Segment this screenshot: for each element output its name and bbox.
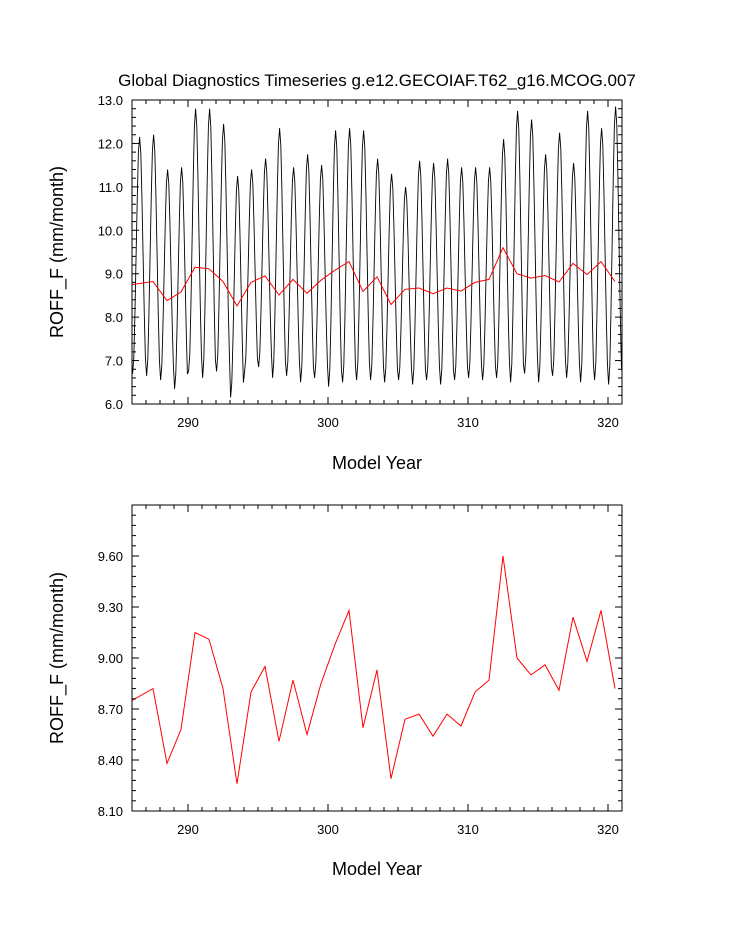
bottom-panel: 290 300 310 320 8.10 8.40 8.70 9.00 9.30 9.60 Mod… (47, 504, 623, 879)
top-series-0-line (132, 106, 622, 398)
top-y-tick-label: 13.0 (98, 93, 123, 108)
top-x-tick-label: 310 (457, 415, 479, 430)
bottom-panel-xlabel: Model Year (332, 859, 422, 879)
bottom-y-tick-label: 8.10 (98, 804, 123, 819)
top-panel-marks (132, 106, 622, 398)
top-y-tick-label: 10.0 (98, 223, 123, 238)
top-y-tick-label: 9.0 (105, 267, 123, 282)
top-y-tick-label: 6.0 (105, 397, 123, 412)
top-y-tick-label: 8.0 (105, 310, 123, 325)
bottom-y-tick-label: 8.40 (98, 753, 123, 768)
top-panel-ticks: 290 300 310 320 6.0 7.0 8.0 9.0 10.0 11.0 12.0 13.0 (98, 93, 623, 430)
top-x-tick-label: 290 (177, 415, 199, 430)
bottom-y-tick-label: 9.30 (98, 600, 123, 615)
top-x-tick-label: 300 (317, 415, 339, 430)
top-panel-frame (131, 99, 623, 405)
bottom-y-tick-label: 9.00 (98, 651, 123, 666)
top-panel: 290 300 310 320 6.0 7.0 8.0 9.0 10.0 11.0 12.0 13.0… (47, 93, 623, 473)
bottom-y-tick-label: 9.60 (98, 549, 123, 564)
top-panel-xlabel: Model Year (332, 453, 422, 473)
top-y-tick-label: 7.0 (105, 354, 123, 369)
top-series-1-line (132, 246, 616, 307)
bottom-panel-ylabel: ROFF_F (mm/month) (47, 572, 68, 744)
bottom-series-0-line (132, 555, 616, 784)
bottom-x-tick-label: 310 (457, 822, 479, 837)
top-y-tick-label: 11.0 (99, 180, 123, 195)
top-x-tick-label: 320 (597, 415, 619, 430)
bottom-x-tick-label: 320 (597, 822, 619, 837)
bottom-y-tick-label: 8.70 (98, 702, 123, 717)
bottom-x-tick-label: 300 (317, 822, 339, 837)
bottom-panel-ticks: 290 300 310 320 8.10 8.40 8.70 9.00 9.30 9.60 (98, 504, 623, 837)
bottom-x-tick-label: 290 (177, 822, 199, 837)
bottom-panel-frame (131, 504, 623, 812)
bottom-panel-marks (132, 555, 616, 784)
top-panel-ylabel: ROFF_F (mm/month) (47, 166, 68, 338)
top-y-tick-label: 12.0 (98, 136, 123, 151)
chart-title: Global Diagnostics Timeseries g.e12.GECO… (118, 71, 636, 90)
